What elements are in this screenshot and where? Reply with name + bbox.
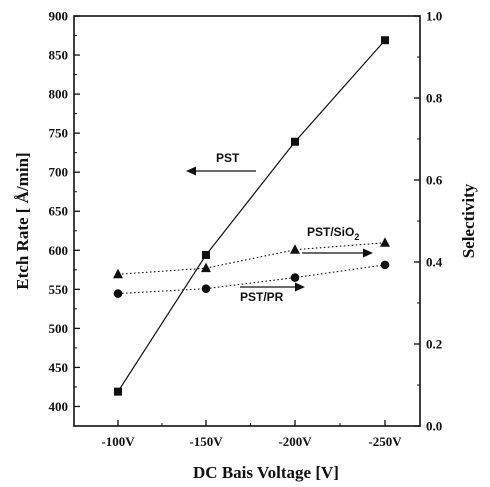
plot-frame bbox=[73, 15, 421, 427]
annotation-pst-sio2: PST/SiO2 bbox=[307, 225, 359, 242]
left-axis: 400 450 500 550 600 650 700 750 800 850 900 bbox=[49, 9, 80, 414]
right-axis-title: Selectivity bbox=[459, 183, 478, 258]
annotation-pst-pr: PST/PR bbox=[240, 290, 284, 304]
x-tick-label: -250V bbox=[368, 434, 402, 449]
arrow-pst-pr bbox=[240, 282, 305, 292]
right-tick-label: 0.8 bbox=[426, 91, 443, 106]
series-2-point-0 bbox=[113, 289, 123, 298]
series-1-point-2 bbox=[290, 244, 300, 254]
series-1-point-0 bbox=[113, 268, 123, 279]
left-tick-label: 750 bbox=[49, 126, 69, 141]
annotation-pst: PST bbox=[216, 151, 240, 165]
series-2-point-1 bbox=[201, 284, 211, 293]
arrow-pst bbox=[186, 166, 256, 176]
arrow-pst-sio2 bbox=[302, 248, 373, 258]
x-tick-label: -100V bbox=[101, 434, 135, 449]
left-axis-title-suffix: ] bbox=[13, 152, 32, 158]
series-2-point-3 bbox=[380, 260, 390, 270]
annotation-pst-sio2-sub: 2 bbox=[354, 232, 359, 242]
left-tick-label: 900 bbox=[49, 9, 69, 24]
series-line-0 bbox=[117, 39, 386, 392]
left-tick-label: 600 bbox=[49, 243, 69, 258]
series-1-point-1 bbox=[201, 262, 211, 273]
left-tick-label: 800 bbox=[49, 87, 69, 102]
series-line-2 bbox=[117, 264, 386, 295]
series-layer bbox=[113, 36, 390, 396]
left-tick-label: 650 bbox=[49, 204, 69, 219]
series-line-1 bbox=[117, 242, 386, 275]
right-tick-label: 0.6 bbox=[426, 173, 443, 188]
left-tick-label: 700 bbox=[49, 165, 69, 180]
left-tick-label: 450 bbox=[49, 360, 69, 375]
x-tick-label: -150V bbox=[189, 434, 223, 449]
left-tick-label: 550 bbox=[49, 282, 69, 297]
left-axis-title-unit: Å/min bbox=[13, 157, 32, 203]
left-axis-title: Etch Rate [ Å/min] bbox=[13, 152, 32, 289]
x-tick-label: -200V bbox=[278, 434, 312, 449]
right-tick-label: 0.4 bbox=[426, 255, 443, 270]
series-0-point-0 bbox=[114, 387, 122, 396]
series-2-point-2 bbox=[290, 273, 300, 282]
x-axis: -100V -150V -200V -250V bbox=[101, 420, 402, 449]
x-axis-title: DC Bais Voltage [V] bbox=[193, 463, 339, 482]
right-axis: 0.0 0.2 0.4 0.6 0.8 1.0 bbox=[414, 9, 443, 434]
left-tick-label: 400 bbox=[49, 399, 69, 414]
annotation-pst-sio2-prefix: PST/SiO bbox=[307, 225, 354, 239]
right-tick-label: 0.0 bbox=[426, 419, 442, 434]
left-tick-label: 850 bbox=[49, 48, 69, 63]
series-0-point-1 bbox=[202, 250, 210, 259]
series-1-point-3 bbox=[380, 237, 390, 247]
left-axis-title-prefix: Etch Rate [ bbox=[13, 203, 32, 289]
series-0-point-2 bbox=[291, 137, 299, 146]
right-tick-label: 1.0 bbox=[426, 9, 442, 24]
left-tick-label: 500 bbox=[49, 321, 69, 336]
series-0-point-3 bbox=[381, 36, 389, 45]
right-tick-label: 0.2 bbox=[426, 337, 442, 352]
